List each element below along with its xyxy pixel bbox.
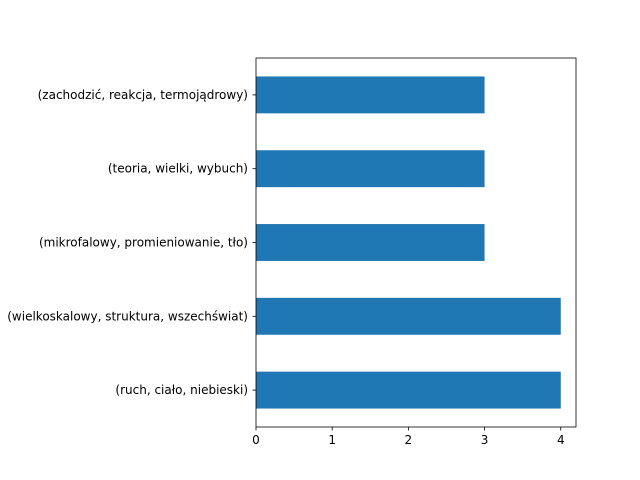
bars-layer: [256, 76, 561, 409]
x-tick-label: 4: [557, 433, 565, 447]
bar: [256, 224, 485, 261]
y-tick-label: (zachodzić, reakcja, termojądrowy): [38, 88, 248, 102]
x-tick-label: 3: [481, 433, 489, 447]
bar: [256, 297, 561, 335]
bar: [256, 150, 485, 188]
x-axis-ticks: 0 1 2 3 4: [252, 427, 565, 447]
bar: [256, 371, 561, 409]
y-tick-label: (mikrofalowy, promieniowanie, tło): [39, 236, 248, 250]
x-tick-label: 0: [252, 433, 260, 447]
y-tick-label: (wielkoskalowy, struktura, wszechświat): [7, 309, 248, 323]
bar: [256, 76, 485, 114]
y-tick-label: (teoria, wielki, wybuch): [108, 162, 248, 176]
plot-frame: [255, 57, 577, 428]
y-axis-ticks: (ruch, ciało, niebieski) (wielkoskalowy, …: [7, 88, 256, 397]
x-tick-label: 1: [328, 433, 336, 447]
y-tick-label: (ruch, ciało, niebieski): [115, 383, 248, 397]
x-tick-label: 2: [405, 433, 413, 447]
